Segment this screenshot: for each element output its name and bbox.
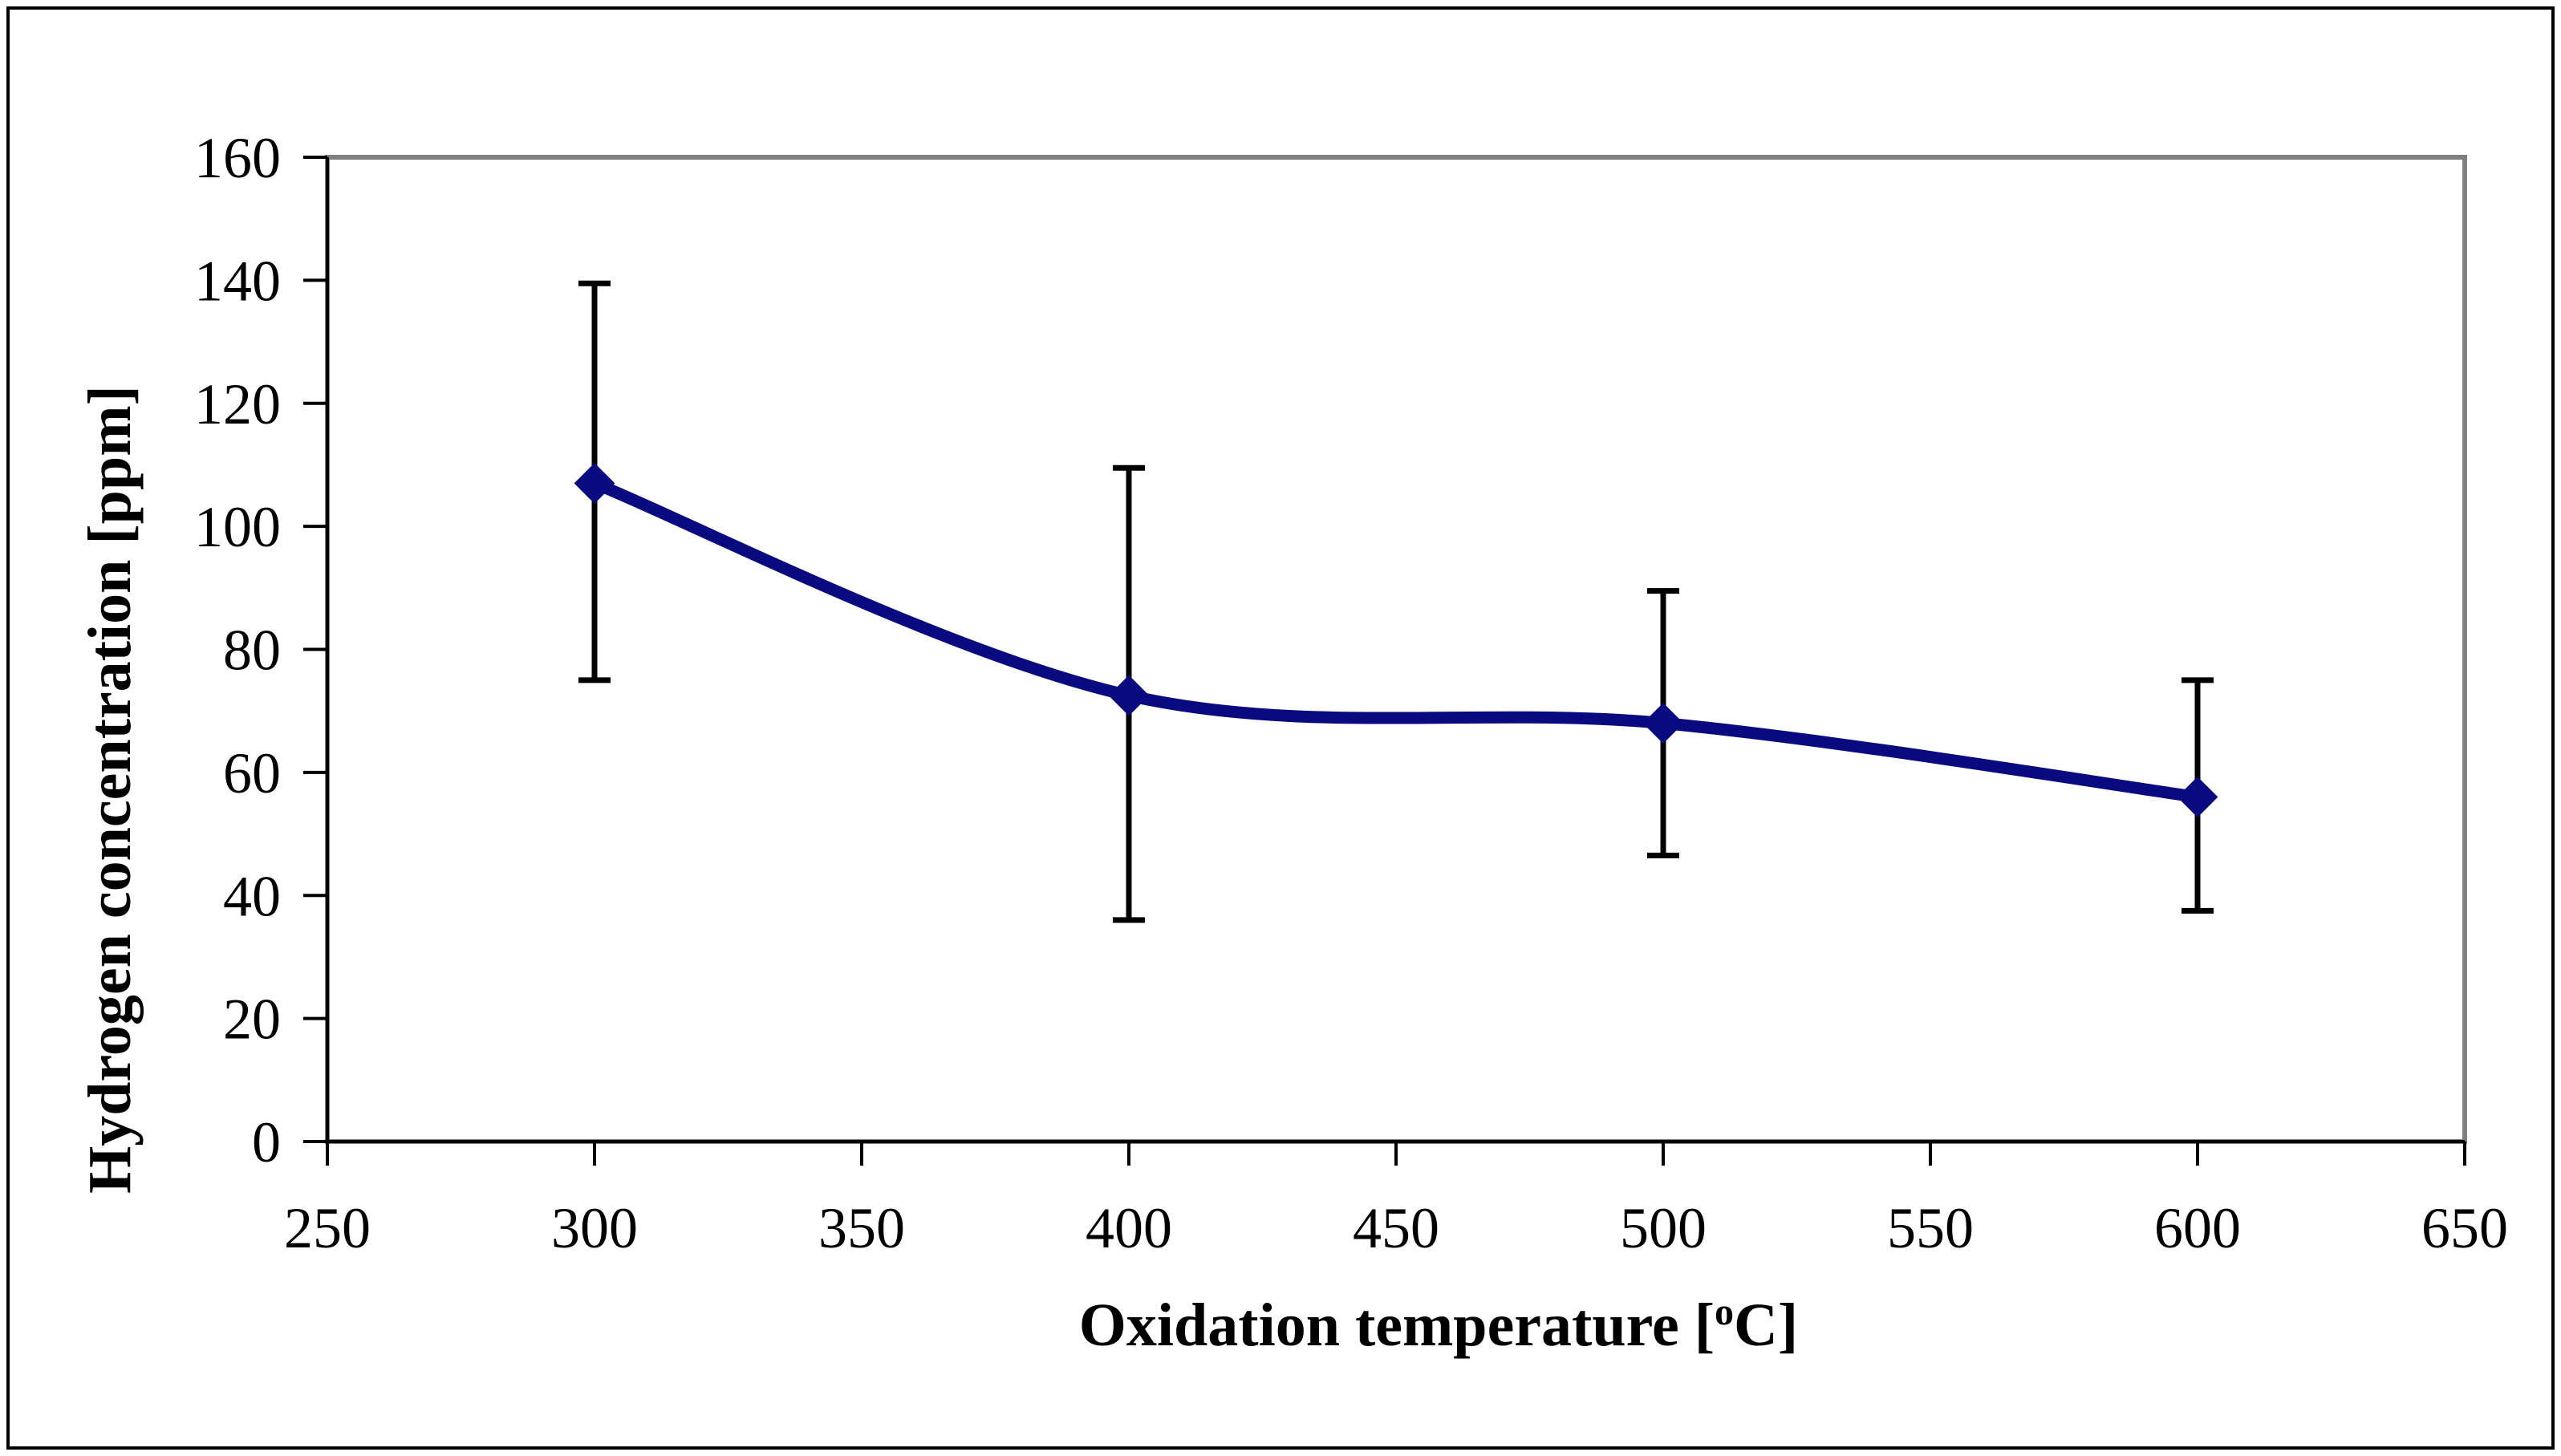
x-tick-label: 650 <box>2421 1196 2508 1260</box>
x-axis-title-superscript: o <box>1715 1291 1734 1333</box>
y-tick-label: 0 <box>252 1110 281 1174</box>
data-point-marker <box>574 463 615 504</box>
y-tick-label: 80 <box>223 618 281 683</box>
x-axis-title-main: Oxidation temperature [ <box>1079 1292 1715 1359</box>
y-tick-label: 140 <box>194 249 281 313</box>
y-tick-label: 60 <box>223 741 281 805</box>
x-axis: 250 300 350 400 450 500 550 600 650 <box>284 1140 2508 1260</box>
y-tick-label: 20 <box>223 988 281 1052</box>
series-line <box>588 477 2204 804</box>
y-tick-label: 160 <box>194 126 281 190</box>
y-tick-label: 40 <box>223 864 281 928</box>
x-axis-title: Oxidation temperature [oC] <box>1079 1291 1798 1359</box>
x-tick-label: 350 <box>818 1196 905 1260</box>
y-axis: 0 20 40 60 80 100 120 140 160 <box>194 126 329 1174</box>
x-tick-label: 450 <box>1353 1196 1439 1260</box>
y-axis-title: Hydrogen concentration [ppm] <box>76 385 144 1194</box>
x-tick-label: 300 <box>551 1196 638 1260</box>
data-point-marker <box>1642 703 1684 744</box>
y-tick-label: 100 <box>194 495 281 559</box>
x-tick-label: 500 <box>1620 1196 1707 1260</box>
chart-frame <box>6 6 2555 1450</box>
y-tick-label: 120 <box>194 372 281 436</box>
data-markers <box>574 463 2218 817</box>
x-tick-label: 550 <box>1887 1196 1974 1260</box>
data-point-marker <box>2177 777 2218 817</box>
x-tick-label: 600 <box>2154 1196 2241 1260</box>
x-tick-label: 250 <box>284 1196 371 1260</box>
data-point-marker <box>1108 675 1150 716</box>
x-tick-label: 400 <box>1086 1196 1172 1260</box>
x-axis-title-unit: C] <box>1734 1292 1798 1359</box>
